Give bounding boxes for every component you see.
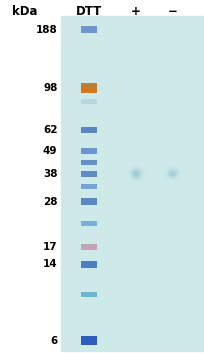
- Text: 28: 28: [43, 197, 57, 207]
- Bar: [81, 171, 96, 177]
- Text: 14: 14: [43, 259, 57, 269]
- Text: 38: 38: [43, 169, 57, 179]
- Bar: [81, 127, 96, 133]
- Bar: [81, 261, 96, 268]
- Bar: [81, 26, 96, 33]
- Bar: [81, 198, 96, 205]
- Text: 6: 6: [50, 336, 57, 346]
- Bar: [61, 16, 204, 351]
- Bar: [81, 84, 96, 94]
- Bar: [81, 221, 96, 226]
- Text: kDa: kDa: [12, 5, 37, 18]
- Bar: [81, 336, 96, 346]
- Text: −: −: [166, 5, 176, 18]
- Text: 17: 17: [43, 242, 57, 252]
- Bar: [81, 99, 96, 104]
- Bar: [81, 243, 96, 250]
- Text: 98: 98: [43, 84, 57, 94]
- Text: 188: 188: [35, 24, 57, 35]
- Bar: [81, 184, 96, 189]
- Text: 49: 49: [43, 146, 57, 156]
- Text: 62: 62: [43, 125, 57, 135]
- Bar: [81, 161, 96, 165]
- Bar: [81, 148, 96, 154]
- Text: +: +: [130, 5, 140, 18]
- Text: DTT: DTT: [76, 5, 102, 18]
- Bar: [81, 292, 96, 297]
